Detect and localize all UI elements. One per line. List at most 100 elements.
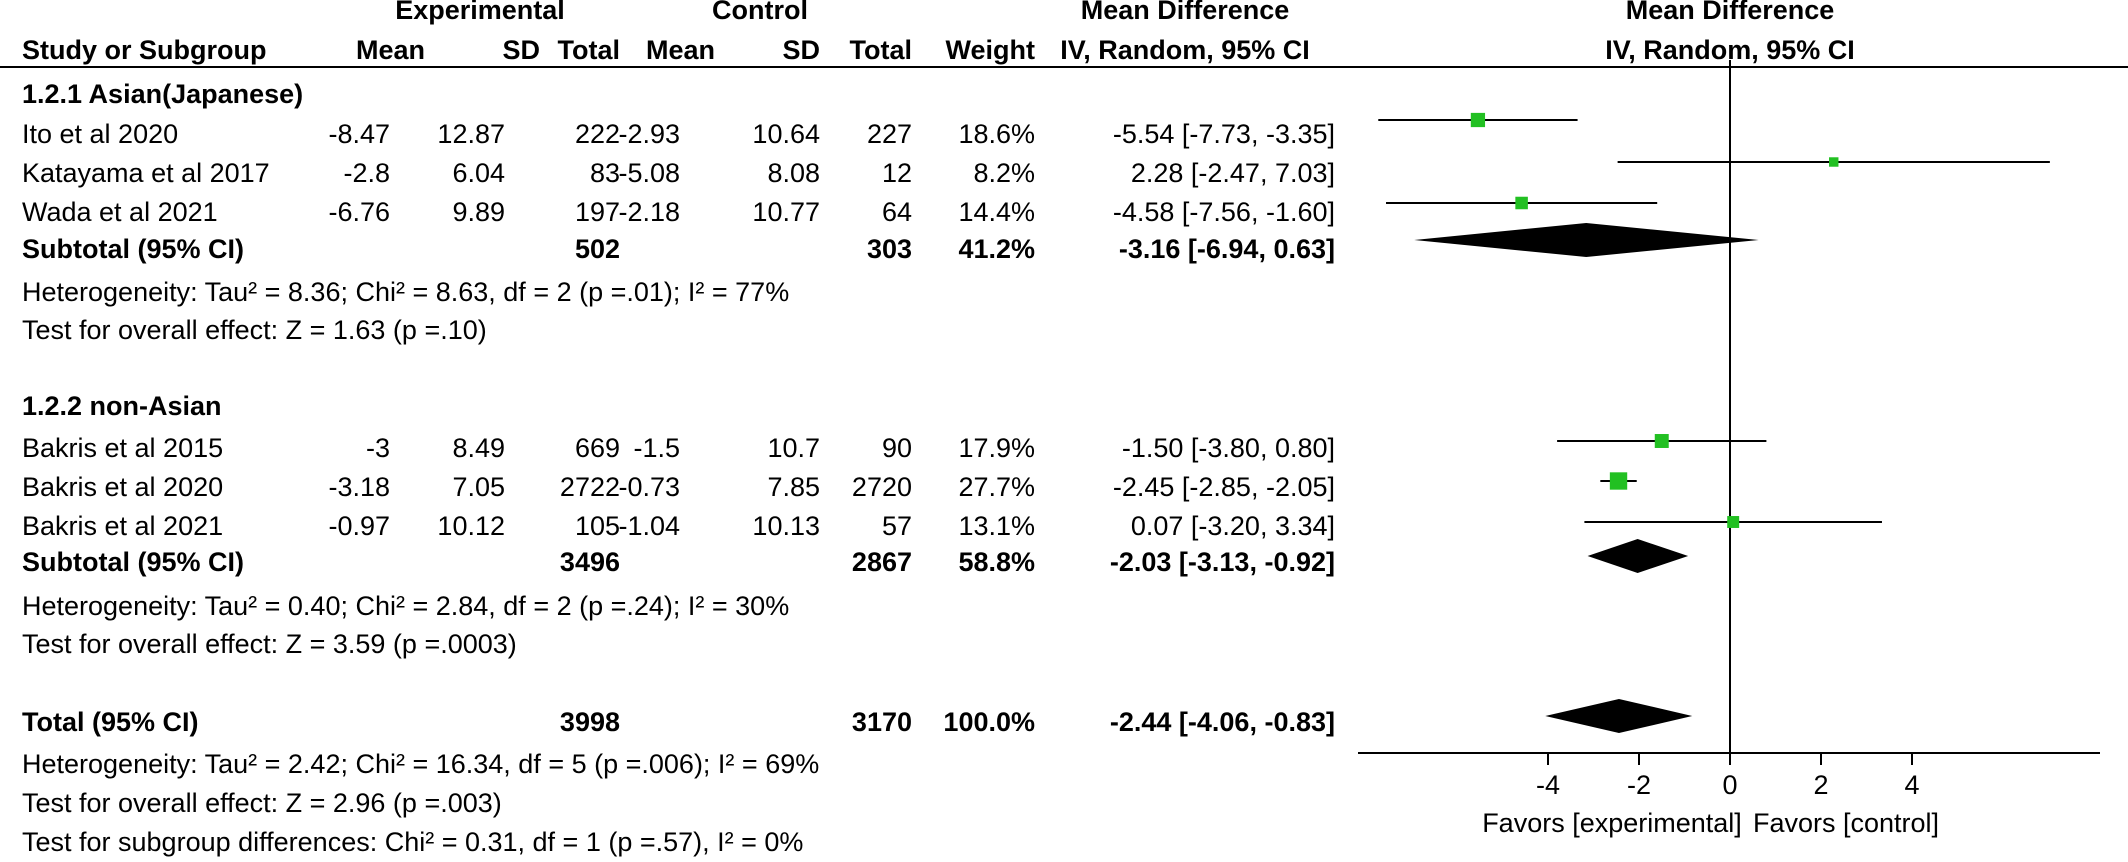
- ci-value: 0.07 [-3.20, 3.34]: [1130, 511, 1335, 541]
- total-e-value: 2722: [559, 472, 620, 502]
- total-weight: 100.0%: [943, 707, 1035, 737]
- control-group-header: Control: [712, 0, 808, 25]
- subtotal-label: Subtotal (95% CI): [22, 234, 245, 264]
- total-c-value: 57: [881, 511, 912, 541]
- total-label: Total (95% CI): [22, 707, 199, 737]
- total-c-value: 64: [881, 197, 912, 227]
- subtotal-total-e: 3496: [559, 547, 620, 577]
- sd-e-value: 9.89: [452, 197, 505, 227]
- total-e-value: 197: [574, 197, 620, 227]
- total-e-value: 669: [574, 433, 620, 463]
- subtotal-ci: -2.03 [-3.13, -0.92]: [1109, 547, 1335, 577]
- weight-value: 14.4%: [958, 197, 1035, 227]
- weight-value: 13.1%: [958, 511, 1035, 541]
- overall-effect-text: Test for overall effect: Z = 3.59 (p =.0…: [22, 629, 517, 659]
- x-tick-label: 2: [1813, 770, 1828, 800]
- mean-e-value: -2.8: [343, 158, 390, 188]
- subgroup-title-2: 1.2.2 non-Asian: [22, 391, 222, 421]
- total-c-value: 90: [881, 433, 912, 463]
- sd-c-value: 7.85: [767, 472, 820, 502]
- mean-c-value: -1.5: [633, 433, 680, 463]
- study-name: Ito et al 2020: [22, 119, 179, 149]
- total-total-e: 3998: [559, 707, 620, 737]
- sd-c-value: 10.7: [767, 433, 820, 463]
- point-marker: [1515, 196, 1528, 210]
- sd-c-header: SD: [782, 35, 820, 65]
- mean-e-value: -3: [365, 433, 390, 463]
- sd-c-value: 8.08: [767, 158, 820, 188]
- total-ci: -2.44 [-4.06, -0.83]: [1109, 707, 1335, 737]
- point-marker: [1654, 434, 1669, 448]
- md-plot-header: Mean Difference: [1625, 0, 1835, 25]
- sd-e-value: 10.12: [437, 511, 505, 541]
- total-e-value: 83: [589, 158, 620, 188]
- favors-control-label: Favors [control]: [1753, 808, 1939, 838]
- heterogeneity-text: Heterogeneity: Tau² = 8.36; Chi² = 8.63,…: [22, 277, 790, 307]
- overall-effect-text: Test for overall effect: Z = 2.96 (p =.0…: [22, 788, 502, 818]
- point-marker: [1470, 112, 1486, 128]
- ci-value: -1.50 [-3.80, 0.80]: [1121, 433, 1335, 463]
- overall-effect-text: Test for overall effect: Z = 1.63 (p =.1…: [22, 315, 487, 345]
- subtotal-total-e: 502: [574, 234, 620, 264]
- summary-diamond: [1414, 223, 1759, 257]
- total-e-header: Total: [557, 35, 621, 65]
- summary-diamond: [1587, 539, 1689, 573]
- summary-diamond: [1545, 699, 1693, 733]
- weight-value: 27.7%: [958, 472, 1035, 502]
- total-c-value: 2720: [851, 472, 912, 502]
- mean-e-value: -8.47: [328, 119, 390, 149]
- weight-value: 18.6%: [958, 119, 1035, 149]
- subtotal-total-c: 303: [866, 234, 912, 264]
- x-tick-label: -2: [1627, 770, 1651, 800]
- ci-value: 2.28 [-2.47, 7.03]: [1130, 158, 1335, 188]
- mean-e-header: Mean: [355, 35, 425, 65]
- mean-e-value: -3.18: [328, 472, 390, 502]
- study-or-subgroup-header: Study or Subgroup: [22, 35, 267, 65]
- mean-c-header: Mean: [645, 35, 715, 65]
- total-e-value: 222: [574, 119, 620, 149]
- header-rule: [0, 66, 2128, 68]
- subgroup-title-1: 1.2.1 Asian(Japanese): [22, 79, 304, 109]
- total-c-header: Total: [849, 35, 913, 65]
- ci-value: -4.58 [-7.56, -1.60]: [1112, 197, 1335, 227]
- heterogeneity-text: Heterogeneity: Tau² = 0.40; Chi² = 2.84,…: [22, 591, 790, 621]
- total-e-value: 105: [574, 511, 620, 541]
- md-column-header: Mean Difference: [1080, 0, 1290, 25]
- experimental-group-header: Experimental: [395, 0, 565, 25]
- point-marker: [1609, 472, 1628, 490]
- point-marker: [1829, 157, 1839, 167]
- subtotal-label: Subtotal (95% CI): [22, 547, 245, 577]
- sd-e-value: 12.87: [437, 119, 505, 149]
- method-column-header: IV, Random, 95% CI: [1060, 35, 1310, 65]
- x-tick-label: 0: [1722, 770, 1737, 800]
- ci-value: -2.45 [-2.85, -2.05]: [1112, 472, 1335, 502]
- forest-plot: -4 -2 0 2 4 Favors [experimental] Favors [cont…: [1358, 60, 2100, 838]
- ci-value: -5.54 [-7.73, -3.35]: [1112, 119, 1335, 149]
- sd-c-value: 10.77: [752, 197, 820, 227]
- sd-e-value: 7.05: [452, 472, 505, 502]
- sd-c-value: 10.64: [752, 119, 820, 149]
- weight-header: Weight: [945, 35, 1036, 65]
- subtotal-ci: -3.16 [-6.94, 0.63]: [1118, 234, 1335, 264]
- study-name: Wada et al 2021: [22, 197, 218, 227]
- study-name: Bakris et al 2020: [22, 472, 224, 502]
- mean-c-value: -2.93: [618, 119, 680, 149]
- x-tick-label: 4: [1904, 770, 1919, 800]
- sd-e-value: 6.04: [452, 158, 505, 188]
- mean-c-value: -2.18: [618, 197, 680, 227]
- subtotal-total-c: 2867: [851, 547, 912, 577]
- sd-c-value: 10.13: [752, 511, 820, 541]
- total-c-value: 12: [881, 158, 912, 188]
- mean-c-value: -5.08: [618, 158, 680, 188]
- point-marker: [1727, 516, 1740, 528]
- favors-experimental-label: Favors [experimental]: [1482, 808, 1742, 838]
- sd-e-header: SD: [502, 35, 540, 65]
- sd-e-value: 8.49: [452, 433, 505, 463]
- mean-c-value: -1.04: [618, 511, 680, 541]
- mean-e-value: -6.76: [328, 197, 390, 227]
- total-c-value: 227: [866, 119, 912, 149]
- subgroup-differences-text: Test for subgroup differences: Chi² = 0.…: [22, 827, 804, 857]
- mean-c-value: -0.73: [618, 472, 680, 502]
- subtotal-weight: 41.2%: [958, 234, 1035, 264]
- study-name: Katayama et al 2017: [22, 158, 270, 188]
